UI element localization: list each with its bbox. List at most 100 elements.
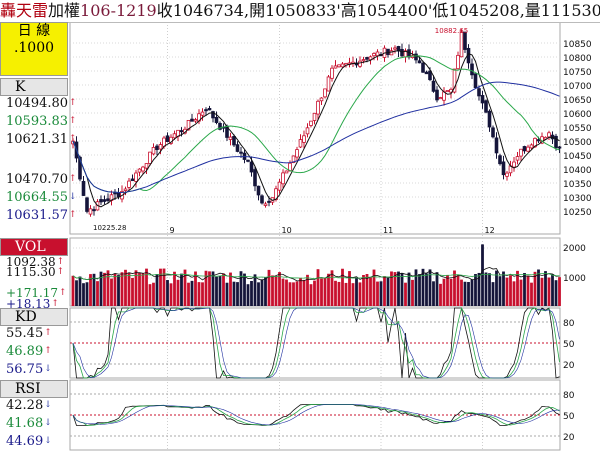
- k-panel-title[interactable]: K: [0, 78, 68, 96]
- quote-header: 轟天雷加權106-1219收1046734,開1050833'高1054400'…: [0, 0, 600, 23]
- period-badge[interactable]: 日 線 .1000: [0, 22, 68, 76]
- volume-bar: [211, 271, 215, 306]
- candle-body: [116, 192, 121, 197]
- ma-long-line: [72, 81, 560, 193]
- volume-bar: [274, 276, 278, 306]
- candle-body: [211, 111, 215, 119]
- volume-bar: [355, 277, 358, 306]
- volume-bar: [257, 282, 260, 306]
- volume-bar: [281, 278, 285, 306]
- candle-body: [361, 59, 366, 62]
- volume-bar: [554, 280, 558, 306]
- volume-bar: [71, 275, 75, 306]
- period-label: 日 線: [17, 23, 51, 39]
- volume-bar: [222, 273, 225, 306]
- candle-body: [239, 151, 243, 154]
- volume-bar: [344, 282, 348, 306]
- volume-bar: [484, 272, 488, 306]
- volume-bar: [309, 284, 313, 306]
- volume-bar: [372, 269, 376, 306]
- volume-bar: [540, 277, 544, 306]
- candle-body: [456, 54, 460, 70]
- month-label: 10: [282, 226, 292, 235]
- volume-bar: [320, 278, 323, 306]
- volume-bar: [442, 278, 446, 306]
- volume-bar: [183, 269, 187, 306]
- candle-body: [473, 73, 478, 89]
- volume-bar: [404, 282, 407, 306]
- vol-panel-title[interactable]: VOL: [0, 238, 68, 256]
- arrow-up-icon: ↑: [51, 299, 59, 309]
- volume-bar: [505, 277, 509, 306]
- volume-bar: [225, 282, 229, 306]
- arrow-up-icon: ↑: [44, 328, 52, 338]
- candle-body: [214, 117, 219, 123]
- candle-body: [438, 97, 443, 100]
- candle-body: [431, 80, 436, 92]
- candle-body: [207, 108, 212, 111]
- candle-body: [365, 57, 369, 60]
- vol-value-text: +18.13: [6, 297, 51, 311]
- candle-body: [165, 135, 170, 142]
- month-label: 9: [170, 226, 175, 235]
- candle-body: [277, 181, 282, 191]
- arrow-down-icon: ↓: [44, 436, 52, 446]
- volume-bar: [306, 274, 309, 306]
- candle-body: [340, 63, 345, 68]
- candle-body: [92, 209, 96, 212]
- candle-body: [253, 169, 257, 187]
- volume-label: ,量: [519, 1, 541, 20]
- candle-body: [484, 100, 488, 113]
- kd-tick-label: 20: [563, 361, 575, 371]
- k-value-text: 10494.80: [6, 96, 69, 111]
- volume-bar: [414, 269, 418, 306]
- candle-body: [487, 110, 492, 128]
- open-label: ,開: [243, 1, 266, 20]
- volume-bar: [351, 283, 355, 306]
- rsi-value-text: 42.28: [6, 398, 44, 413]
- candle-body: [375, 51, 380, 57]
- kd-panel-values: 55.45↑ 46.89↑ 56.75↓: [0, 326, 68, 378]
- volume-bar: [260, 279, 264, 306]
- vol-value-text: 1092.38: [6, 255, 56, 269]
- candle-body: [249, 161, 254, 173]
- vol-value-text: +171.17: [6, 286, 59, 300]
- volume-bar: [124, 269, 127, 306]
- candle-body: [309, 120, 313, 126]
- candle-body: [428, 70, 432, 81]
- volume-bar: [519, 279, 523, 306]
- volume-bar: [526, 275, 530, 306]
- high-value: 1054400': [356, 1, 433, 20]
- kd-panel-title[interactable]: KD: [0, 308, 68, 326]
- candle-body: [526, 146, 530, 152]
- volume-bar: [533, 271, 537, 306]
- candle-body: [414, 53, 418, 61]
- volume-bar: [148, 284, 152, 306]
- close-label: 收: [156, 1, 173, 20]
- candle-body: [512, 161, 516, 168]
- candle-body: [459, 31, 464, 58]
- volume-bar: [288, 282, 292, 306]
- board-name: 加權: [48, 1, 81, 20]
- candle-body: [452, 68, 457, 93]
- volume-bar: [369, 277, 372, 306]
- candle-body: [368, 56, 373, 61]
- j-line: [72, 307, 560, 379]
- volume-bar: [110, 278, 113, 306]
- k-panel-values: 10494.80↑ 10593.83↑ 10621.31↑ 10470.70↑ 1066…: [0, 96, 77, 234]
- candle-body: [137, 168, 142, 173]
- arrow-up-icon: ↑: [44, 346, 52, 356]
- volume-bar: [393, 272, 397, 306]
- price-tick-label: 10600: [563, 110, 592, 120]
- kd-tick-label: 80: [563, 319, 575, 329]
- rsi-panel-title[interactable]: RSI: [0, 380, 68, 398]
- trade-date: 106-1219: [80, 1, 157, 20]
- candle-body: [302, 135, 306, 143]
- candle-body: [134, 172, 138, 182]
- candle-body: [326, 76, 331, 92]
- month-label: 12: [485, 226, 495, 235]
- arrow-up-icon: ↑: [69, 210, 77, 220]
- candle-body: [291, 155, 296, 163]
- k-value-text: 10470.70: [6, 172, 69, 187]
- k-value-text: 10664.55: [6, 190, 69, 205]
